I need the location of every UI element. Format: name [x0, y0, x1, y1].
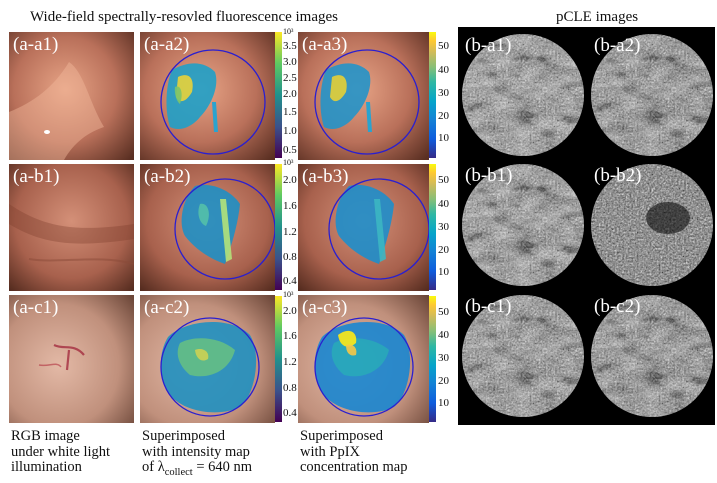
ppix-overlay-image [298, 164, 429, 291]
colorbar-tick: 1.6 [283, 330, 297, 342]
colorbar-tick: 0.4 [283, 407, 297, 419]
pcle-image [461, 294, 585, 418]
panel-label: (a-c1) [13, 297, 59, 318]
colorbar-tick: 1.2 [283, 226, 297, 238]
pcle-image [590, 294, 714, 418]
caption-rgb: RGB image under white light illumination [11, 428, 111, 475]
panel-b-b2: (b-b2) [590, 163, 714, 287]
colorbar-tick: 20 [438, 244, 449, 256]
colorbar-tick: 10 [438, 266, 449, 278]
colorbar-tick: 2.0 [283, 305, 297, 317]
caption-intensity: Superimposed with intensity map of λcoll… [142, 428, 253, 478]
pcle-image [461, 163, 585, 287]
ppix-overlay-image [298, 32, 429, 160]
intensity-overlay-image [140, 32, 275, 160]
colorbar-tick: 40 [438, 64, 449, 76]
ppix-colorbar [429, 164, 436, 290]
colorbar-tick: 3.5 [283, 40, 297, 52]
colorbar-tick: 40 [438, 198, 449, 210]
colorbar-exponent: 10³ [283, 27, 294, 36]
panel-label: (a-a2) [144, 34, 190, 55]
panel-label: (a-a3) [302, 34, 348, 55]
panel-label: (b-b2) [594, 165, 642, 186]
panel-label: (a-b2) [144, 166, 191, 187]
colorbar-tick: 10 [438, 132, 449, 144]
panel-a-a2: (a-a2) [140, 32, 275, 160]
rgb-tissue-image [9, 32, 134, 160]
colorbar-tick: 0.4 [283, 275, 297, 287]
widefield-title: Wide-field spectrally-resovled fluoresce… [30, 9, 339, 25]
panel-a-c3: (a-c3) [298, 295, 429, 423]
pcle-image [590, 33, 714, 157]
panel-a-b2: (a-b2) [140, 164, 275, 291]
panel-a-b3: (a-b3) [298, 164, 429, 291]
panel-label: (a-b3) [302, 166, 349, 187]
colorbar-tick: 0.8 [283, 382, 297, 394]
ppix-overlay-image [298, 295, 429, 423]
colorbar-tick: 20 [438, 375, 449, 387]
colorbar-tick: 50 [438, 306, 449, 318]
rgb-tissue-image [9, 295, 134, 423]
intensity-colorbar [275, 164, 282, 290]
panel-b-a1: (b-a1) [461, 33, 585, 157]
intensity-overlay-image [140, 295, 275, 423]
colorbar-tick: 2.0 [283, 174, 297, 186]
intensity-overlay-image [140, 164, 275, 291]
panel-label: (b-c2) [594, 296, 641, 317]
colorbar-tick: 40 [438, 329, 449, 341]
panel-label: (a-c2) [144, 297, 190, 318]
caption-ppix: Superimposed with PpIX concentration map [300, 428, 408, 475]
panel-a-b1: (a-b1) [9, 164, 134, 291]
colorbar-tick: 1.0 [283, 125, 297, 137]
colorbar-tick: 1.6 [283, 200, 297, 212]
panel-a-a1: (a-a1) [9, 32, 134, 160]
colorbar-tick: 30 [438, 221, 449, 233]
pcle-image [461, 33, 585, 157]
colorbar-tick: 2.0 [283, 88, 297, 100]
ppix-colorbar [429, 296, 436, 422]
colorbar-tick: 30 [438, 87, 449, 99]
colorbar-tick: 20 [438, 110, 449, 122]
panel-label: (b-a1) [465, 35, 512, 56]
colorbar-tick: 1.2 [283, 356, 297, 368]
panel-b-c1: (b-c1) [461, 294, 585, 418]
panel-label: (b-c1) [465, 296, 512, 317]
panel-label: (b-b1) [465, 165, 513, 186]
pcle-image [590, 163, 714, 287]
colorbar-tick: 0.5 [283, 144, 297, 156]
panel-label: (a-b1) [13, 166, 60, 187]
panel-b-c2: (b-c2) [590, 294, 714, 418]
intensity-colorbar [275, 296, 282, 422]
colorbar-tick: 2.5 [283, 72, 297, 84]
colorbar-tick: 50 [438, 40, 449, 52]
colorbar-tick: 0.8 [283, 251, 297, 263]
pcle-title: pCLE images [556, 9, 639, 25]
colorbar-exponent: 10³ [283, 290, 294, 299]
colorbar-exponent: 10³ [283, 158, 294, 167]
rgb-tissue-image [9, 164, 134, 291]
panel-label: (b-a2) [594, 35, 641, 56]
panel-b-a2: (b-a2) [590, 33, 714, 157]
panel-b-b1: (b-b1) [461, 163, 585, 287]
intensity-colorbar [275, 32, 282, 158]
colorbar-tick: 50 [438, 174, 449, 186]
panel-a-c1: (a-c1) [9, 295, 134, 423]
colorbar-tick: 10 [438, 397, 449, 409]
colorbar-tick: 30 [438, 352, 449, 364]
colorbar-tick: 3.0 [283, 56, 297, 68]
panel-a-a3: (a-a3) [298, 32, 429, 160]
panel-label: (a-a1) [13, 34, 59, 55]
colorbar-tick: 1.5 [283, 106, 297, 118]
panel-a-c2: (a-c2) [140, 295, 275, 423]
panel-label: (a-c3) [302, 297, 348, 318]
ppix-colorbar [429, 32, 436, 158]
